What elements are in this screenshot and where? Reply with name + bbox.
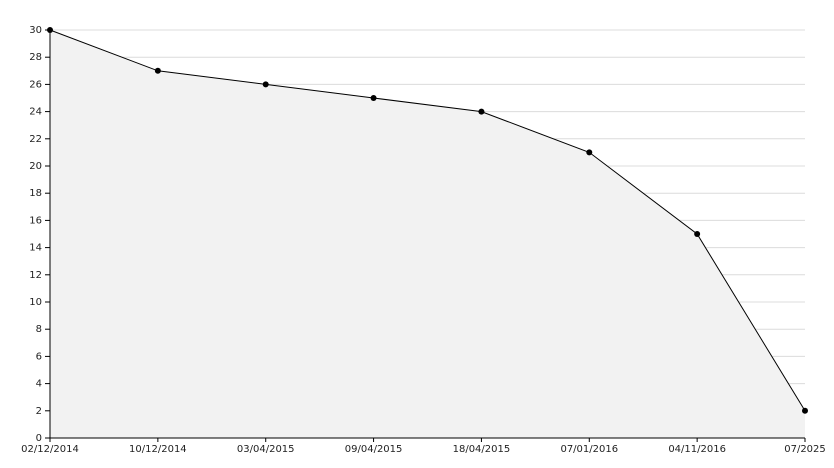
- y-tick-label: 28: [29, 52, 42, 63]
- y-tick-label: 16: [29, 215, 42, 226]
- point: [262, 81, 269, 88]
- y-tick-label: 8: [36, 324, 42, 335]
- x-tick-label: 07/01/2016: [560, 444, 618, 455]
- point: [370, 95, 377, 101]
- y-tick-label: 0: [36, 433, 42, 444]
- point: [154, 67, 161, 74]
- y-tick-label: 2: [36, 406, 42, 417]
- y-tick-label: 4: [36, 379, 42, 390]
- y-tick-label: 24: [29, 107, 42, 118]
- line: [49, 29, 806, 412]
- point: [694, 231, 701, 237]
- x-tick-label: 04/11/2016: [668, 444, 726, 455]
- y-tick-label: 14: [29, 243, 42, 254]
- point: [586, 149, 593, 156]
- y-tick-label: 22: [29, 134, 42, 145]
- point: [478, 108, 485, 115]
- x-tick-label: 07/2025: [784, 444, 826, 455]
- x-tick-label: 09/04/2015: [345, 444, 403, 455]
- y-tick-label: 10: [29, 297, 42, 308]
- x-tick-label: 03/04/2015: [237, 444, 295, 455]
- y-tick-label: 30: [29, 25, 42, 36]
- point: [802, 407, 808, 414]
- y-tick-label: 18: [29, 188, 42, 199]
- area-fill: [50, 30, 805, 438]
- y-tick-label: 26: [29, 79, 42, 90]
- y-tick-label: 6: [36, 351, 42, 362]
- y-tick-label: 20: [29, 161, 42, 172]
- x-tick-label: 18/04/2015: [453, 444, 511, 455]
- y-tick-label: 12: [29, 270, 42, 281]
- x-tick-label: 10/12/2014: [129, 444, 187, 455]
- x-tick-label: 02/12/2014: [21, 444, 79, 455]
